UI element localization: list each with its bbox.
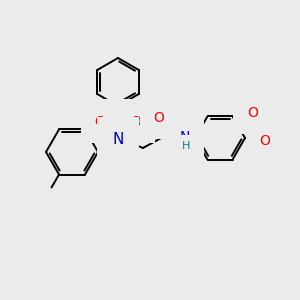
Text: O: O — [154, 111, 164, 125]
Text: O: O — [130, 115, 141, 129]
Text: H: H — [182, 141, 190, 151]
Text: O: O — [260, 134, 270, 148]
Text: O: O — [94, 115, 105, 129]
Text: N: N — [112, 133, 124, 148]
Text: S: S — [113, 115, 123, 130]
Text: O: O — [247, 106, 258, 120]
Text: N: N — [180, 130, 190, 144]
